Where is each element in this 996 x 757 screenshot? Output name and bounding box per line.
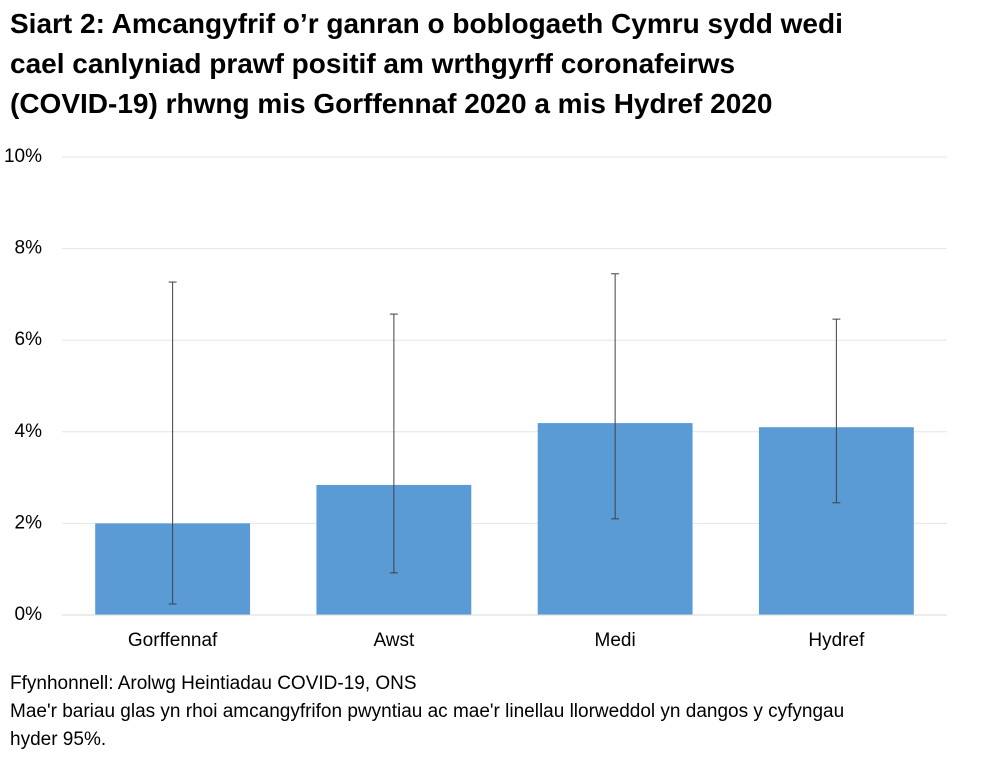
y-tick-label: 4% [15, 421, 43, 442]
y-tick-label: 8% [15, 238, 43, 259]
notes: Ffynhonnell: Arolwg Heintiadau COVID-19,… [10, 670, 880, 754]
chart-title: Siart 2: Amcangyfrif o’r ganran o boblog… [10, 4, 990, 124]
x-tick-label: Awst [373, 630, 415, 651]
title-line: cael canlyniad prawf positif am wrthgyrf… [10, 48, 736, 79]
y-tick-label: 0% [15, 604, 43, 625]
y-tick-label: 6% [15, 329, 43, 350]
source: Ffynhonnell: Arolwg Heintiadau COVID-19,… [10, 673, 417, 694]
y-tick-label: 10% [4, 146, 42, 167]
x-tick-label: Gorffennaf [128, 630, 218, 651]
title-line: (COVID-19) rhwng mis Gorffennaf 2020 a m… [10, 88, 773, 119]
x-tick-label: Hydref [808, 630, 865, 651]
note: Mae'r bariau glas yn rhoi amcangyfrifon … [10, 701, 845, 750]
title-line: Siart 2: Amcangyfrif o’r ganran o boblog… [10, 8, 843, 39]
x-tick-label: Medi [595, 630, 636, 651]
y-tick-label: 2% [15, 512, 43, 533]
